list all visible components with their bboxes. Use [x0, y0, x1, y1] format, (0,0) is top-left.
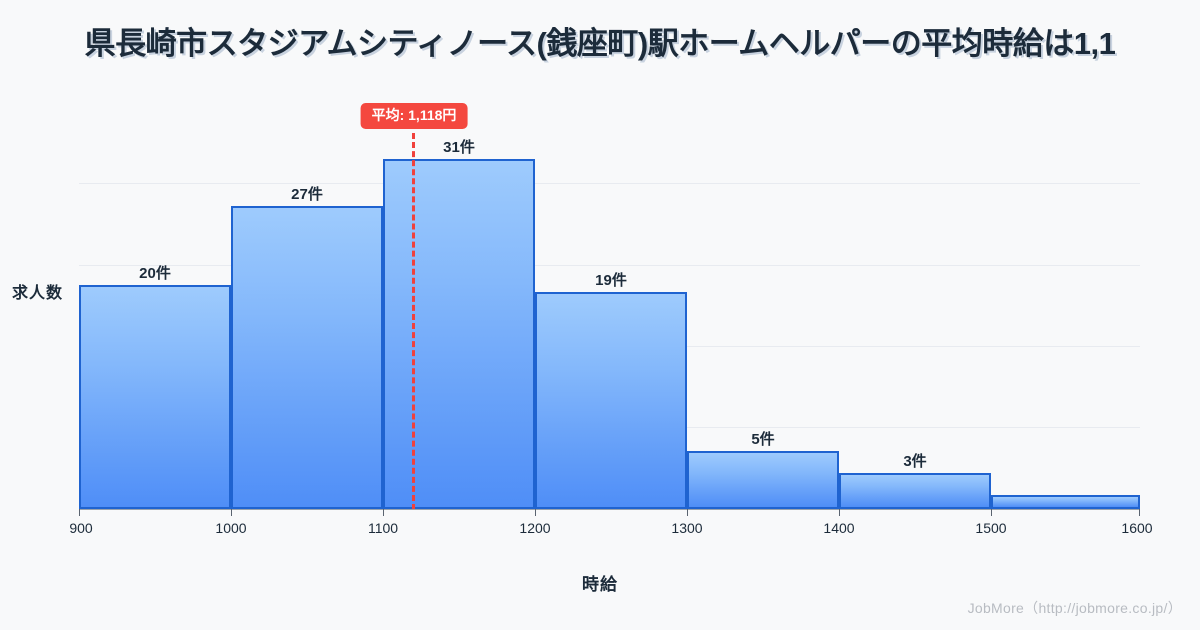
x-axis-title: 時給 [582, 575, 618, 594]
histogram-bar[interactable] [231, 206, 383, 509]
x-axis-tick [231, 509, 232, 516]
bar-value-label: 3件 [903, 453, 927, 470]
x-axis-tick [839, 509, 840, 516]
gridline [79, 183, 1140, 184]
average-badge[interactable]: 平均: 1,118円 [360, 103, 468, 129]
x-axis-tick-label: 1600 [1121, 520, 1153, 536]
histogram-bar[interactable] [383, 159, 535, 509]
x-axis-tick-label: 900 [69, 520, 93, 536]
x-axis-line [79, 509, 1140, 510]
histogram-bar[interactable] [687, 451, 839, 509]
x-axis-tick [1139, 509, 1140, 516]
x-axis-tick-label: 1500 [975, 520, 1007, 536]
x-axis-tick-label: 1400 [823, 520, 855, 536]
y-axis-title: 求人数 [12, 285, 64, 302]
page-title: 県長崎市スタジアムシティノース(銭座町)駅ホームヘルパーの平均時給は1,1 [84, 26, 1116, 61]
bar-value-label: 27件 [291, 186, 323, 203]
histogram-bar[interactable] [79, 285, 231, 509]
x-axis-tick-label: 1000 [215, 520, 247, 536]
bar-value-label: 5件 [751, 431, 775, 448]
x-axis-tick [79, 509, 80, 516]
x-axis-tick-label: 1200 [519, 520, 551, 536]
x-axis-tick [687, 509, 688, 516]
histogram-bar[interactable] [991, 495, 1140, 509]
bar-value-label: 31件 [443, 139, 475, 156]
footer-watermark: JobMore（http://jobmore.co.jp/） [967, 600, 1182, 616]
bar-value-label: 19件 [595, 272, 627, 289]
x-axis-tick-label: 1100 [367, 520, 399, 536]
histogram-bar[interactable] [839, 473, 991, 509]
x-axis-tick [383, 509, 384, 516]
x-axis-tick [991, 509, 992, 516]
histogram-bar[interactable] [535, 292, 687, 509]
x-axis-tick-label: 1300 [671, 520, 703, 536]
average-line [412, 133, 415, 510]
x-axis-tick [535, 509, 536, 516]
chart-plot-area: 20件 27件 31件 19件 5件 3件 [79, 90, 1140, 509]
bar-value-label: 20件 [139, 265, 171, 282]
gridline [79, 265, 1140, 266]
